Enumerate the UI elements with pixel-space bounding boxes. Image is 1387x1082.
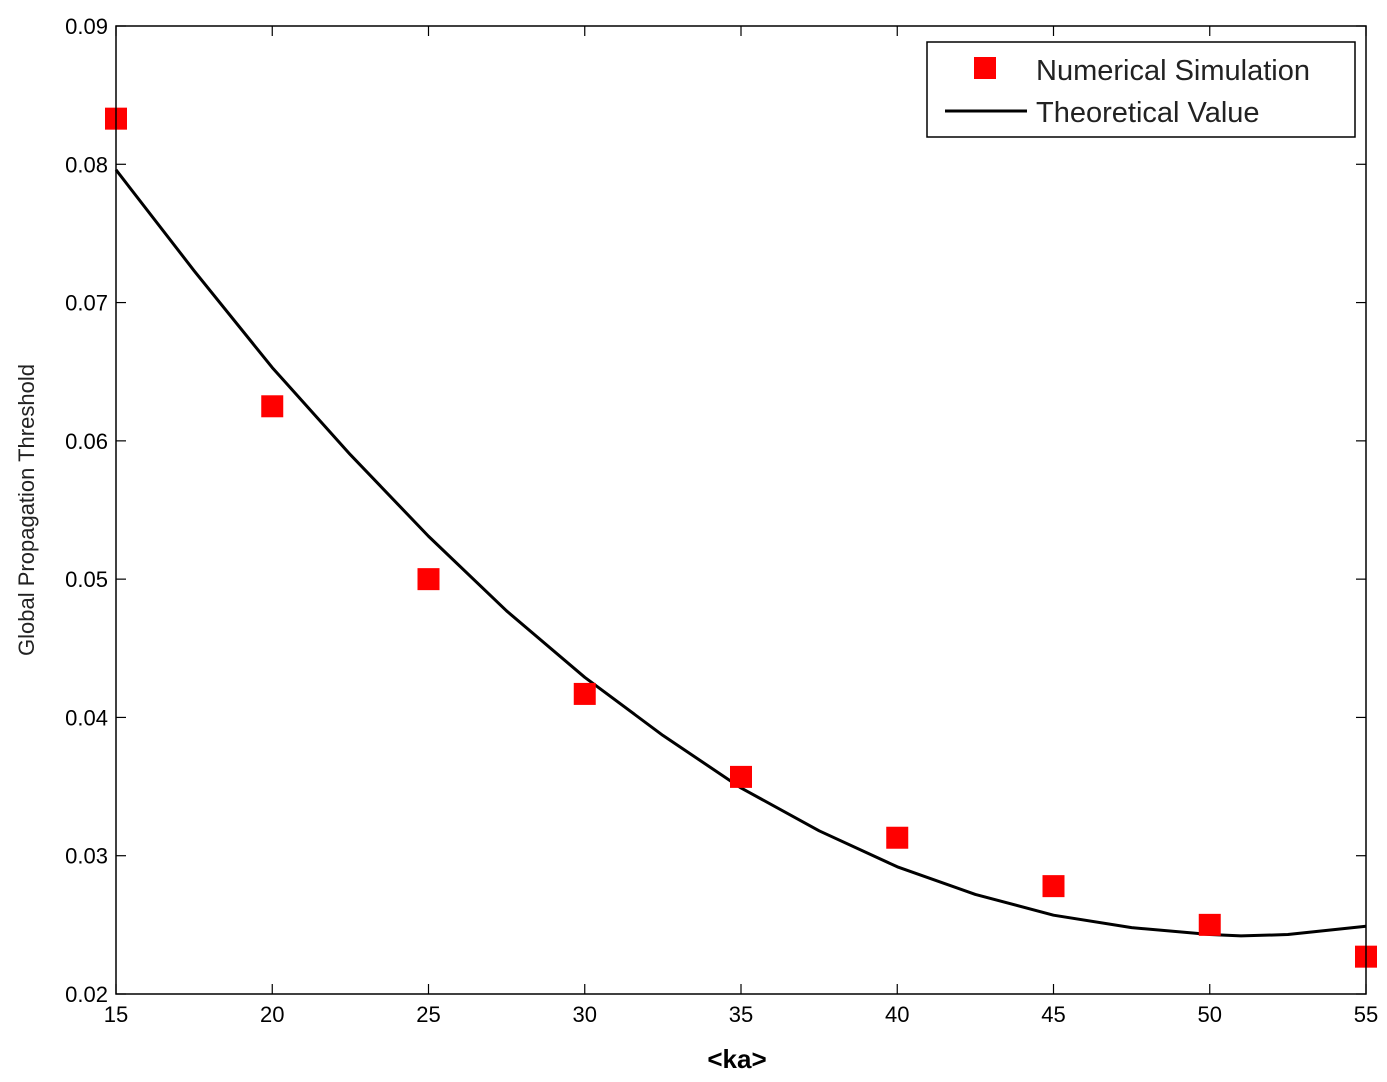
x-axis-title: <ka> (707, 1044, 766, 1074)
y-tick-label: 0.04 (65, 705, 108, 730)
series-points (105, 107, 1377, 968)
y-tick-label: 0.03 (65, 844, 108, 869)
x-tick-label: 20 (260, 1002, 284, 1027)
legend-marker-numerical-simulation (974, 57, 996, 79)
plot-area (116, 26, 1366, 994)
legend-label-theoretical-value: Theoretical Value (1036, 97, 1260, 129)
x-tick-label: 35 (729, 1002, 753, 1027)
y-tick-label: 0.07 (65, 291, 108, 316)
data-point-numerical-simulation (417, 568, 440, 591)
data-point-numerical-simulation (886, 826, 909, 849)
y-tick-label: 0.05 (65, 567, 108, 592)
plot-frame (115, 25, 1367, 995)
y-tick-label: 0.09 (65, 14, 108, 39)
legend: Numerical Simulation Theoretical Value (926, 41, 1356, 138)
x-tick-label: 15 (104, 1002, 128, 1027)
y-tick-label: 0.08 (65, 152, 108, 177)
y-axis-title: Global Propagation Threshold (14, 364, 39, 656)
x-tick-label: 50 (1198, 1002, 1222, 1027)
x-tick-label: 55 (1354, 1002, 1378, 1027)
data-point-numerical-simulation (1198, 913, 1221, 936)
data-point-numerical-simulation (261, 395, 284, 418)
x-tick-label: 45 (1041, 1002, 1065, 1027)
x-tick-label: 25 (416, 1002, 440, 1027)
data-point-numerical-simulation (730, 765, 752, 788)
legend-box (926, 41, 1356, 138)
x-tick-label: 40 (885, 1002, 909, 1027)
legend-label-numerical-simulation: Numerical Simulation (1036, 55, 1310, 87)
data-point-numerical-simulation (573, 682, 596, 705)
y-tick-labels: 0.02 0.03 0.04 0.05 0.06 0.07 0.08 0.09 (65, 14, 108, 1007)
data-point-numerical-simulation (1042, 875, 1065, 898)
y-tick-label: 0.02 (65, 982, 108, 1007)
x-tick-labels: 15 20 25 30 35 40 45 50 55 (104, 1002, 1378, 1027)
y-tick-label: 0.06 (65, 429, 108, 454)
x-tick-label: 30 (573, 1002, 597, 1027)
